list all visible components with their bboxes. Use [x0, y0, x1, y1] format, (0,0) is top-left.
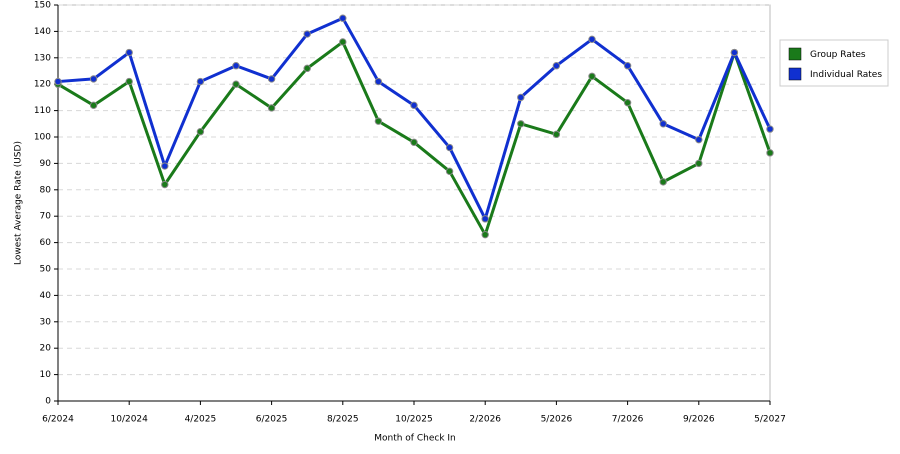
- x-tick-label: 7/2026: [612, 415, 644, 425]
- y-tick-label: 0: [45, 397, 51, 407]
- legend-label: Individual Rates: [810, 70, 882, 80]
- data-point: [552, 62, 561, 70]
- y-tick-label: 100: [34, 133, 51, 143]
- series-line: [57, 40, 772, 237]
- x-tick-label: 6/2024: [42, 415, 74, 425]
- x-tick-label: 5/2026: [541, 415, 573, 425]
- data-point: [766, 149, 774, 157]
- y-tick-label: 80: [40, 185, 52, 195]
- data-point: [481, 230, 489, 239]
- series-line: [57, 16, 772, 221]
- legend-swatch: [788, 47, 802, 61]
- data-point: [374, 77, 383, 86]
- y-tick-label: 50: [40, 265, 52, 275]
- data-point: [517, 120, 525, 128]
- data-point: [695, 159, 703, 168]
- y-tick-label: 40: [40, 291, 52, 301]
- x-tick-label: 5/2027: [754, 415, 786, 425]
- data-point: [410, 101, 418, 110]
- data-point: [445, 167, 454, 176]
- data-point: [303, 30, 311, 38]
- data-point: [659, 178, 667, 186]
- data-point: [303, 64, 311, 73]
- data-point: [232, 62, 240, 70]
- data-point: [161, 162, 169, 170]
- data-point: [552, 130, 561, 139]
- x-axis-title: Month of Check In: [374, 434, 456, 444]
- data-point: [445, 143, 454, 152]
- y-tick-label: 110: [34, 106, 51, 116]
- data-point: [161, 180, 169, 189]
- data-point: [267, 75, 276, 83]
- data-point: [659, 120, 667, 128]
- legend-swatch: [788, 67, 802, 81]
- data-point: [481, 215, 489, 223]
- x-tick-label: 4/2025: [185, 415, 217, 425]
- data-point: [695, 135, 703, 144]
- data-point: [196, 128, 205, 136]
- data-point: [410, 138, 418, 146]
- data-point: [232, 80, 240, 88]
- data-point: [730, 48, 739, 57]
- y-tick-label: 90: [40, 159, 52, 169]
- y-tick-label: 140: [34, 27, 51, 37]
- y-tick-label: 20: [40, 344, 52, 354]
- data-point: [54, 77, 62, 86]
- data-point: [89, 75, 98, 83]
- data-point: [339, 38, 347, 46]
- data-point: [588, 72, 596, 80]
- y-tick-label: 150: [34, 1, 51, 11]
- data-point: [588, 35, 596, 44]
- plot-frame: [57, 4, 771, 402]
- y-tick-label: 120: [34, 80, 51, 90]
- y-tick-label: 10: [40, 370, 52, 380]
- data-point: [125, 77, 133, 86]
- x-tick-label: 9/2026: [683, 415, 715, 425]
- y-tick-label: 130: [34, 53, 51, 63]
- x-tick-label: 10/2025: [395, 415, 432, 425]
- data-point: [766, 125, 774, 133]
- y-tick-label: 60: [40, 238, 52, 248]
- y-tick-label: 30: [40, 317, 52, 327]
- data-point: [89, 101, 98, 110]
- x-tick-label: 2/2026: [469, 415, 501, 425]
- data-point: [267, 104, 276, 112]
- data-point: [125, 48, 133, 57]
- data-point: [374, 117, 383, 125]
- data-point: [623, 98, 632, 107]
- data-point: [339, 14, 347, 22]
- legend-label: Group Rates: [810, 50, 866, 60]
- x-tick-label: 6/2025: [256, 415, 288, 425]
- x-tick-label: 10/2024: [111, 415, 149, 425]
- x-tick-label: 8/2025: [327, 415, 359, 425]
- data-point: [517, 93, 525, 102]
- data-point: [196, 77, 205, 86]
- y-tick-label: 70: [40, 212, 52, 222]
- y-axis-title: Lowest Average Rate (USD): [14, 141, 24, 265]
- data-point: [623, 62, 632, 70]
